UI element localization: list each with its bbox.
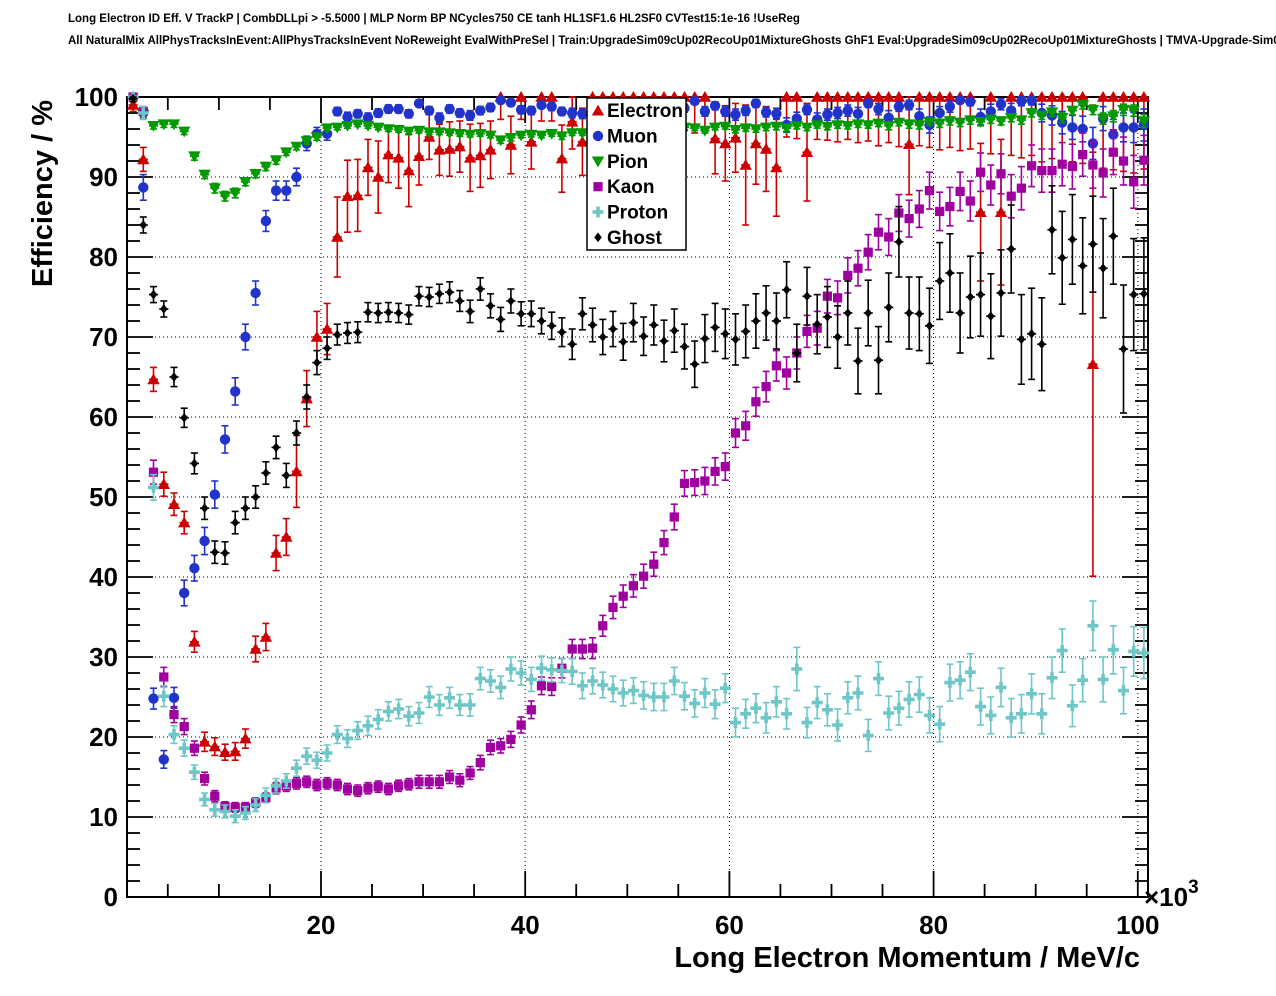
y-axis-tick-label: 20 <box>89 722 118 752</box>
x-axis-tick-label: 100 <box>1116 910 1159 940</box>
x-axis-multiplier: ×103 <box>1144 877 1199 912</box>
y-axis-tick-label: 60 <box>89 402 118 432</box>
legend-item-ghost: Ghost <box>594 228 663 249</box>
legend-label: Proton <box>607 203 668 224</box>
legend-label: Muon <box>607 127 658 148</box>
x-axis-tick-label: 60 <box>715 910 744 940</box>
legend-label: Ghost <box>607 228 663 249</box>
y-axis-tick-label: 90 <box>89 162 118 192</box>
x-axis-tick-label: 20 <box>307 910 336 940</box>
y-axis-tick-label: 0 <box>104 882 118 912</box>
legend-label: Kaon <box>607 177 655 198</box>
legend-item-electron: Electron <box>591 101 683 122</box>
legend-item-proton: Proton <box>592 203 668 224</box>
legend-item-pion: Pion <box>591 152 648 173</box>
legend: Electron Muon Pion Kaon Proton Ghost <box>586 97 687 251</box>
plot-header-line1: Long Electron ID Eff. V TrackP | CombDLL… <box>68 13 800 25</box>
series-ghost <box>128 93 1149 566</box>
y-axis-tick-label: 30 <box>89 642 118 672</box>
y-axis-tick-label: 40 <box>89 562 118 592</box>
y-axis-tick-label: 70 <box>89 322 118 352</box>
x-axis-title: Long Electron Momentum / MeV/c <box>674 942 1140 974</box>
x-axis-tick-label: 40 <box>511 910 540 940</box>
y-axis-tick-label: 10 <box>89 802 118 832</box>
legend-box <box>586 97 687 251</box>
legend-label: Electron <box>607 101 683 122</box>
plot-header-line2: All NaturalMix AllPhysTracksInEvent:AllP… <box>68 35 1276 47</box>
x-axis-tick-label: 80 <box>919 910 948 940</box>
legend-item-muon: Muon <box>592 127 658 148</box>
series-proton <box>127 91 1150 824</box>
y-axis-tick-label: 80 <box>89 242 118 272</box>
legend-item-kaon: Kaon <box>593 177 655 198</box>
legend-label: Pion <box>607 152 648 173</box>
y-axis-tick-label: 50 <box>89 482 118 512</box>
y-axis-title: Efficiency / % <box>27 100 59 287</box>
y-axis-tick-label: 100 <box>75 82 118 112</box>
